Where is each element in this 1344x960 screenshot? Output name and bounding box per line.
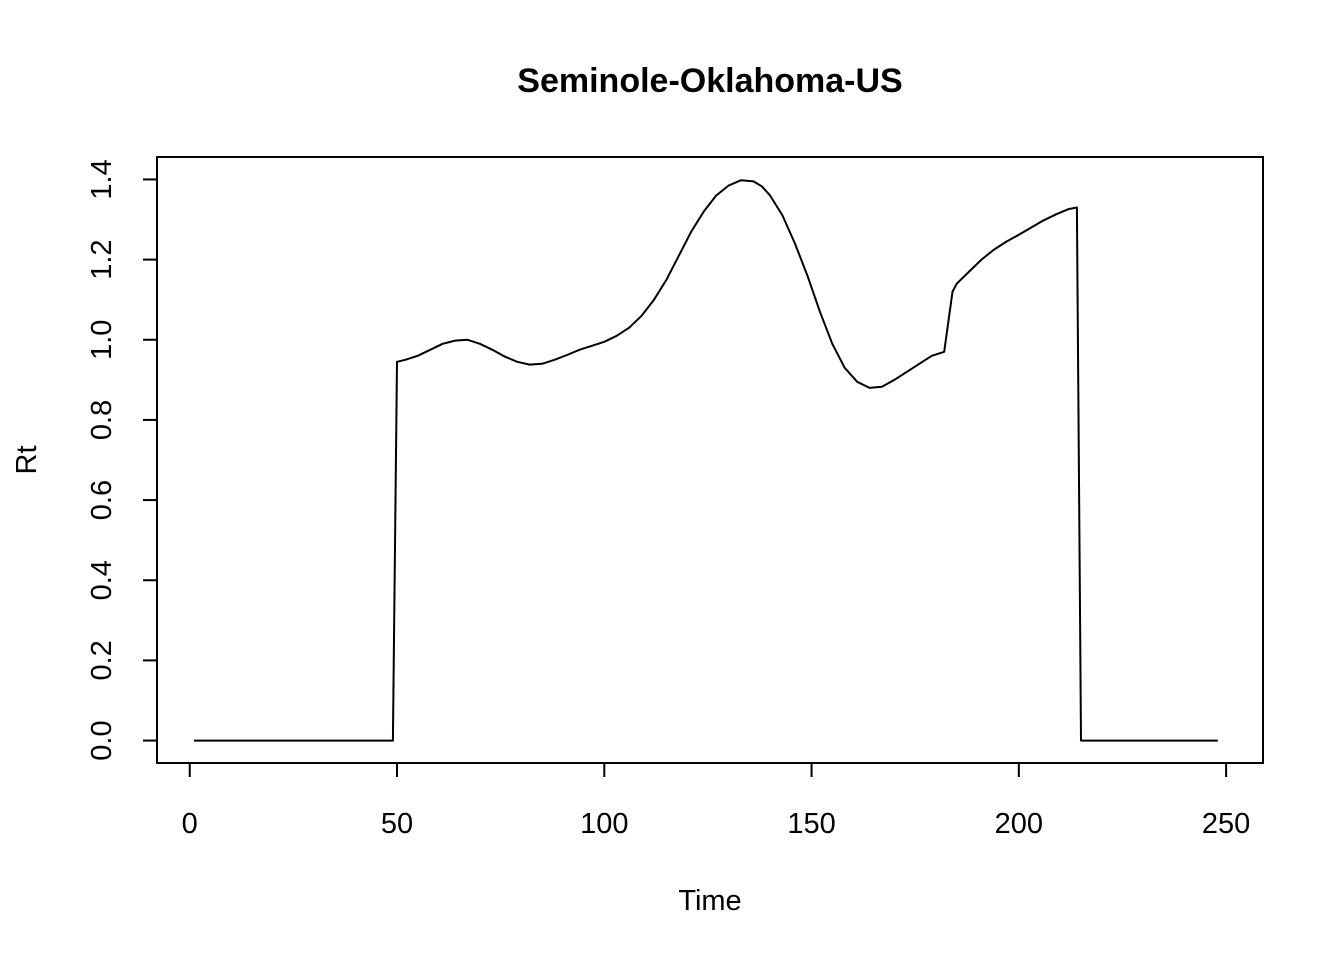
y-axis: 0.0 0.2 0.4 0.6 0.8 1.0 1.2 1.4 (86, 159, 158, 761)
x-tick-label: 0 (182, 808, 198, 840)
rt-series-line (193, 179, 1218, 742)
y-tick-label: 0.6 (86, 480, 118, 520)
plot-frame (156, 156, 1264, 764)
x-axis-label: Time (678, 885, 741, 917)
y-tick-label: 0.4 (86, 560, 118, 600)
y-tick-label: 0.2 (86, 640, 118, 680)
x-tick-label: 250 (1202, 808, 1250, 840)
y-tick-label: 0.0 (86, 720, 118, 760)
y-tick-label: 0.8 (86, 400, 118, 440)
y-tick-label: 1.0 (86, 320, 118, 360)
chart-title: Seminole-Oklahoma-US (517, 62, 902, 100)
x-tick-label: 50 (381, 808, 413, 840)
x-tick-label: 100 (580, 808, 628, 840)
x-axis: 0 50 100 150 200 250 (182, 762, 1250, 840)
y-tick-label: 1.2 (86, 239, 118, 279)
y-tick-label: 1.4 (86, 159, 118, 199)
x-tick-label: 200 (995, 808, 1043, 840)
x-tick-label: 150 (787, 808, 835, 840)
y-axis-label: Rt (11, 446, 43, 475)
